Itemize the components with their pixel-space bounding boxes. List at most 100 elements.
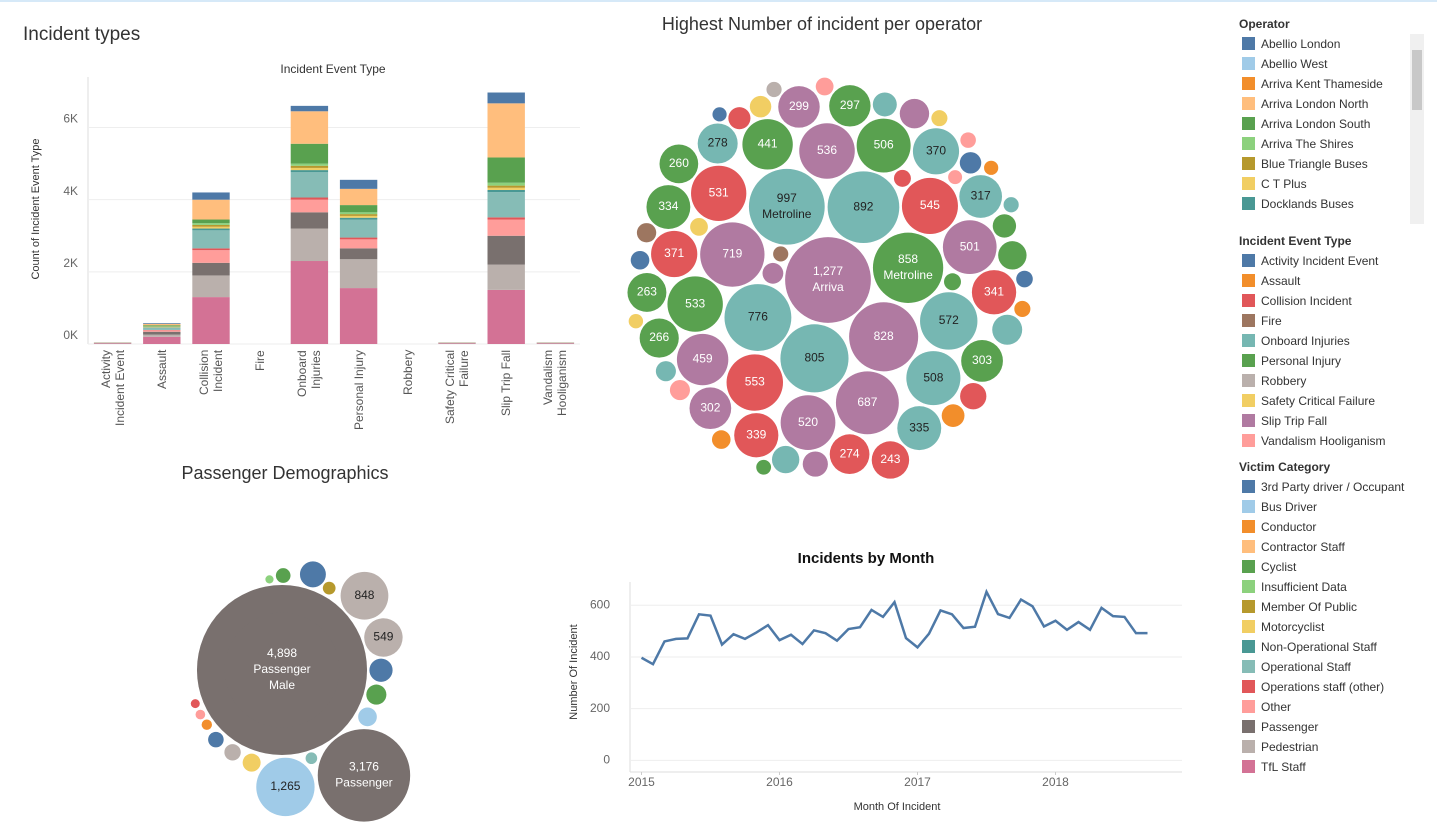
bar-segment xyxy=(487,189,525,193)
legend-item[interactable]: Member Of Public xyxy=(1239,597,1429,617)
legend-item[interactable]: 3rd Party driver / Occupant xyxy=(1239,477,1429,497)
x-tick-label: Slip Trip Fall xyxy=(499,350,514,417)
legend-item[interactable]: Contractor Staff xyxy=(1239,537,1429,557)
bar-segment xyxy=(290,261,329,344)
bubble xyxy=(912,128,960,175)
legend-item[interactable]: Abellio London xyxy=(1239,34,1429,54)
legend-item[interactable]: Arriva London South xyxy=(1239,114,1429,134)
legend-swatch xyxy=(1242,394,1255,407)
x-tick-label: Robbery xyxy=(400,350,415,396)
legend-item[interactable]: Insufficient Data xyxy=(1239,577,1429,597)
scroll-thumb[interactable] xyxy=(1412,50,1422,110)
bubble-name: Passenger xyxy=(335,776,392,790)
legend-item[interactable]: Arriva London North xyxy=(1239,94,1429,114)
legend-item[interactable]: Conductor xyxy=(1239,517,1429,537)
legend-swatch xyxy=(1242,197,1255,210)
legend-label: Onboard Injuries xyxy=(1261,334,1350,348)
legend-item[interactable]: Fire xyxy=(1239,311,1429,331)
bubble xyxy=(224,744,241,761)
bubble-value-label: 3,176 xyxy=(349,760,379,774)
bubble-value-label: 459 xyxy=(693,352,713,366)
bubble-value-label: 687 xyxy=(857,395,877,409)
legend-item[interactable]: Safety Critical Failure xyxy=(1239,391,1429,411)
bubble-name: Metroline xyxy=(762,207,812,221)
bubble xyxy=(1003,197,1019,213)
bar-segment xyxy=(487,289,525,344)
legend-item[interactable]: Bus Driver xyxy=(1239,497,1429,517)
y-tick-label: 600 xyxy=(590,597,610,611)
scrollbar[interactable] xyxy=(1410,34,1424,224)
legend-item[interactable]: Pedestrian xyxy=(1239,737,1429,757)
bar-segment xyxy=(339,212,378,215)
line xyxy=(640,588,1148,666)
legend-item[interactable]: Slip Trip Fall xyxy=(1239,411,1429,431)
bar-segment xyxy=(93,343,132,344)
legend-label: Insufficient Data xyxy=(1261,580,1347,594)
legend-label: Operational Staff xyxy=(1261,660,1351,674)
legend-item[interactable]: Assault xyxy=(1239,271,1429,291)
bubble xyxy=(960,132,976,148)
legend-item[interactable]: Vandalism Hooliganism xyxy=(1239,431,1429,451)
bubble xyxy=(655,361,676,382)
bubble-value-label: 549 xyxy=(373,630,393,644)
bubble xyxy=(829,85,871,127)
bubble-value-label: 274 xyxy=(840,446,860,460)
legend-item[interactable]: Collision Incident xyxy=(1239,291,1429,311)
bubble xyxy=(1014,300,1031,318)
bubble xyxy=(835,371,899,435)
legend-item[interactable]: Cyclist xyxy=(1239,557,1429,577)
bubble xyxy=(726,354,784,411)
legend-item[interactable]: Motorcyclist xyxy=(1239,617,1429,637)
legend-item[interactable]: Blue Triangle Buses xyxy=(1239,154,1429,174)
legend-title: Victim Category xyxy=(1239,460,1331,474)
legend-item[interactable]: Personal Injury xyxy=(1239,351,1429,371)
legend-item[interactable]: Docklands Buses xyxy=(1239,194,1429,214)
legend-item[interactable]: Activity Incident Event xyxy=(1239,251,1429,271)
bubble xyxy=(1016,270,1033,288)
bar-segment xyxy=(339,217,378,220)
bubble-value-label: 719 xyxy=(722,247,742,261)
bubble-value-label: 335 xyxy=(909,420,929,434)
bubble xyxy=(651,230,698,278)
legend-list: Abellio London Abellio West Arriva Kent Th… xyxy=(1239,34,1429,214)
bar-segment xyxy=(339,215,378,218)
bubble xyxy=(667,276,723,332)
x-axis-title: Month Of Incident xyxy=(854,801,941,813)
bubble xyxy=(742,119,793,170)
legend-item[interactable]: C T Plus xyxy=(1239,174,1429,194)
bar-segment xyxy=(438,343,476,344)
bar-segment xyxy=(143,331,181,335)
x-tick-label: Fire xyxy=(253,350,268,371)
legend-item[interactable]: Operations staff (other) xyxy=(1239,677,1429,697)
legend-item[interactable]: Robbery xyxy=(1239,371,1429,391)
bubble-value-label: 266 xyxy=(649,330,669,344)
bar-subtitle: Incident Event Type xyxy=(280,62,386,76)
bubble xyxy=(224,612,340,728)
legend-item[interactable]: Abellio West xyxy=(1239,54,1429,74)
legend-item[interactable]: TfL Staff xyxy=(1239,757,1429,777)
legend-label: Activity Incident Event xyxy=(1261,254,1379,268)
legend-item[interactable]: Onboard Injuries xyxy=(1239,331,1429,351)
bubble xyxy=(749,95,772,118)
bubble xyxy=(748,168,825,245)
bar-segment xyxy=(487,192,525,218)
legend-label: Non-Operational Staff xyxy=(1261,640,1377,654)
bubble xyxy=(942,220,997,275)
bar-segment xyxy=(143,327,181,330)
bar-segment xyxy=(339,248,378,260)
bar-segment xyxy=(290,228,329,262)
bar-segment xyxy=(143,334,181,337)
legend-swatch xyxy=(1242,177,1255,190)
bubble xyxy=(899,98,930,129)
bar-segment xyxy=(290,199,329,213)
bar-segment xyxy=(487,264,525,290)
legend-item[interactable]: Passenger xyxy=(1239,717,1429,737)
legend-item[interactable]: Arriva Kent Thameside xyxy=(1239,74,1429,94)
legend-item[interactable]: Operational Staff xyxy=(1239,657,1429,677)
legend-item[interactable]: Non-Operational Staff xyxy=(1239,637,1429,657)
legend-item[interactable]: Arriva The Shires xyxy=(1239,134,1429,154)
legend-label: Assault xyxy=(1261,274,1301,288)
legend-label: Conductor xyxy=(1261,520,1317,534)
legend-item[interactable]: Other xyxy=(1239,697,1429,717)
